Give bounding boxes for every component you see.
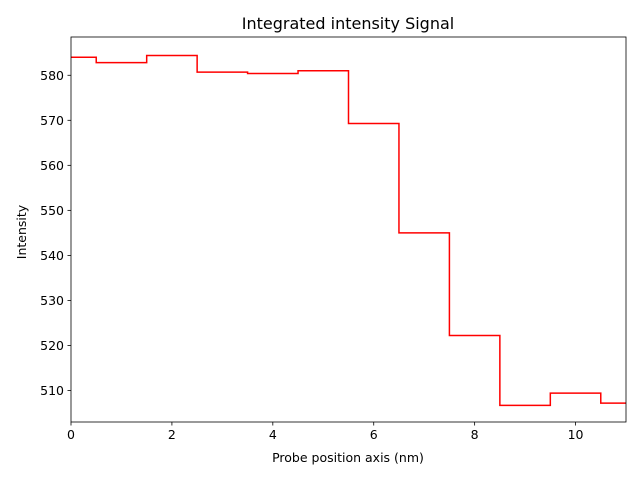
y-axis-label: Intensity — [14, 204, 29, 259]
y-tick-label: 520 — [40, 338, 64, 353]
y-tick-label: 560 — [40, 158, 64, 173]
series-line — [71, 54, 626, 407]
axes-frame — [70, 36, 627, 423]
x-tick-label: 8 — [471, 427, 479, 442]
x-tick-label: 2 — [168, 427, 176, 442]
y-tick-label: 580 — [40, 68, 64, 83]
y-tick-label: 570 — [40, 113, 64, 128]
x-axis-label: Probe position axis (nm) — [272, 450, 424, 465]
y-tick-label: 510 — [40, 383, 64, 398]
y-tick-label: 550 — [40, 203, 64, 218]
plot-area: 0 2 4 6 8 10 510 520 530 540 550 560 570 580 — [40, 36, 627, 442]
y-tick-label: 540 — [40, 248, 64, 263]
x-tick-label: 4 — [269, 427, 277, 442]
x-tick-label: 10 — [568, 427, 584, 442]
x-tick-label: 0 — [67, 427, 75, 442]
y-tick-label: 530 — [40, 293, 64, 308]
chart-title: Integrated intensity Signal — [242, 14, 454, 33]
x-tick-label: 6 — [370, 427, 378, 442]
